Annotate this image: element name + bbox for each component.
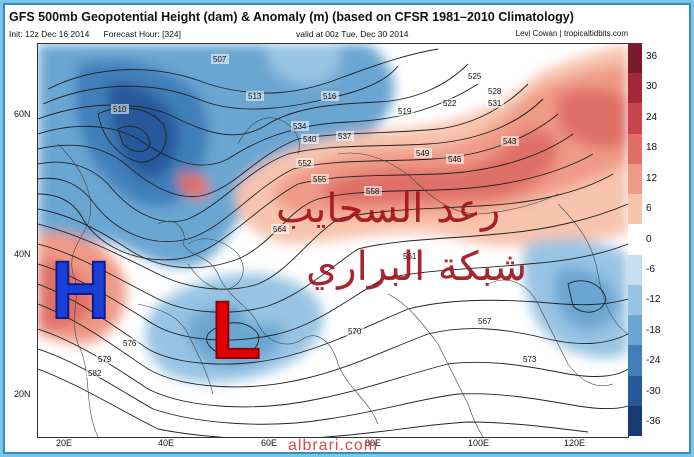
arabic-watermark-line2: شبكة البراري	[306, 244, 528, 290]
colorbar-swatch	[628, 103, 642, 135]
lon-label-40e: 40E	[158, 438, 175, 448]
colorbar-swatch	[628, 405, 642, 437]
weather-map-figure: GFS 500mb Geopotential Height (dam) & An…	[6, 6, 688, 454]
high-pressure-symbol: H	[50, 244, 111, 337]
map-canvas: 507 510 513 516 519 522 525 528 531 534 537 540 543 5…	[38, 44, 628, 437]
init-time: Init: 12z Dec 16 2014 Forecast Hour: [32…	[9, 29, 181, 39]
lon-label-80e: 80E	[365, 438, 382, 448]
contour-label: 558	[366, 187, 380, 196]
contour-label: 576	[123, 339, 137, 348]
contour-label: 540	[303, 135, 317, 144]
low-pressure-symbol: L	[210, 284, 262, 377]
colorbar-tick-label: 30	[646, 81, 658, 93]
colorbar-tick-label: 24	[646, 111, 658, 123]
colorbar-tick-label: -6	[646, 263, 655, 275]
map-plot: 507 510 513 516 519 522 525 528 531 534 537 540 543 5…	[37, 43, 629, 438]
credit-text: Levi Cowan | tropicaltidbits.com	[515, 29, 628, 38]
colorbar-swatch	[628, 43, 642, 74]
colorbar-tick-label: -12	[646, 294, 661, 306]
contour-label: 519	[398, 107, 412, 116]
colorbar-tick-label: -30	[646, 385, 661, 397]
lat-label-60n: 60N	[14, 109, 31, 119]
colorbar-tick-label: 12	[646, 172, 658, 184]
contour-label: 570	[348, 327, 362, 336]
contour-label: 546	[448, 155, 462, 164]
contour-label: 567	[478, 317, 492, 326]
contour-label: 573	[523, 355, 537, 364]
contour-label: 528	[488, 87, 502, 96]
colorbar-swatch	[628, 224, 642, 256]
colorbar-tick-label: 6	[646, 203, 652, 215]
colorbar-tick-label: -24	[646, 355, 661, 367]
colorbar-swatch	[628, 345, 642, 377]
contour-label: 525	[468, 72, 482, 81]
contour-label: 531	[488, 99, 502, 108]
anomaly-colorbar	[628, 43, 642, 437]
coastlines	[57, 117, 628, 437]
contour-label: 579	[98, 355, 112, 364]
colorbar-tick-label: -36	[646, 416, 661, 427]
contour-label: 534	[293, 122, 307, 131]
contour-label: 513	[248, 92, 262, 101]
arabic-watermark-line1: رعد السحايب	[276, 186, 501, 232]
lon-label-60e: 60E	[261, 438, 278, 448]
colorbar-swatch	[628, 163, 642, 195]
height-contours	[38, 48, 628, 437]
site-watermark: albrari.com	[288, 437, 379, 454]
contour-label: 564	[273, 225, 287, 234]
lon-label-100e: 100E	[468, 438, 490, 448]
contour-label: 549	[416, 149, 430, 158]
contour-label: 555	[313, 175, 327, 184]
colorbar-tick-label: 36	[646, 51, 658, 62]
contour-label: 543	[503, 137, 517, 146]
colorbar-tick-label: -18	[646, 324, 661, 336]
lat-label-20n: 20N	[14, 389, 31, 399]
colorbar-tick-label: 0	[646, 233, 652, 245]
contour-label: 516	[323, 92, 337, 101]
colorbar-swatch	[628, 194, 642, 225]
colorbar-swatch	[628, 284, 642, 316]
colorbar-tick-label: 18	[646, 142, 658, 154]
anomaly-shading	[38, 44, 628, 383]
contour-label: 582	[88, 369, 102, 378]
contour-label: 510	[113, 105, 127, 114]
valid-time: valid at 00z Tue, Dec 30 2014	[296, 29, 409, 39]
contour-label: 552	[298, 159, 312, 168]
contour-label: 537	[338, 132, 352, 141]
contour-label: 561	[403, 252, 417, 261]
colorbar-swatch	[628, 254, 642, 286]
lon-label-120e: 120E	[564, 438, 586, 448]
lon-label-20e: 20E	[56, 438, 73, 448]
lat-label-40n: 40N	[14, 249, 31, 259]
colorbar-swatch	[628, 133, 642, 165]
contour-label: 522	[443, 99, 457, 108]
colorbar-swatch	[628, 315, 642, 346]
colorbar-swatch	[628, 73, 642, 104]
contour-label: 507	[213, 55, 227, 64]
map-title: GFS 500mb Geopotential Height (dam) & An…	[9, 10, 574, 24]
colorbar-swatch	[628, 375, 642, 407]
